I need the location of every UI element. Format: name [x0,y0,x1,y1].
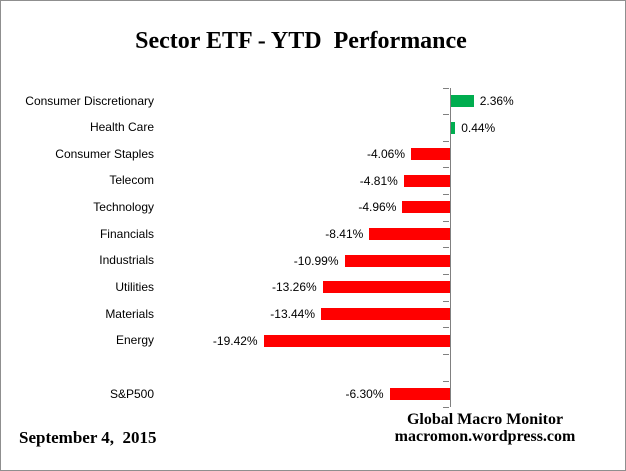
category-label: Consumer Discretionary [25,93,154,108]
value-label: -10.99% [293,253,339,268]
value-label: -13.26% [272,280,317,295]
value-label: -4.96% [358,200,397,215]
bar [451,121,456,134]
category-label: Telecom [109,173,154,188]
source-url: macromon.wordpress.com [394,428,576,445]
category-label: Utilities [115,280,154,294]
bar [344,254,450,267]
tick-mark [443,194,449,196]
category-label: Health Care [89,120,154,135]
value-label: -8.41% [325,227,364,242]
category-label: Consumer Staples [55,146,154,161]
footer-date: September 4, 2015 [19,428,157,447]
bar [322,281,450,294]
tick-mark [443,354,449,355]
tick-mark [443,380,449,382]
source-block: Global Macro Monitor macromon.wordpress.… [373,411,597,445]
category-label: Technology [93,200,154,215]
tick-mark [443,247,449,249]
bar [403,174,450,187]
tick-mark [443,407,449,409]
tick-mark [443,274,449,275]
category-label: Industrials [99,253,154,268]
tick-mark [443,300,449,302]
source-name: Global Macro Monitor [406,411,564,428]
bar [402,201,450,214]
axis-line [450,87,451,408]
tick-mark [443,167,449,169]
tick-mark [443,220,449,222]
category-label: Energy [115,333,154,348]
bar [263,334,450,347]
value-label: 2.36% [479,93,514,108]
bar [411,148,450,161]
tick-mark [443,140,449,142]
tick-mark [443,87,449,89]
tick-mark [443,327,449,329]
value-label: -19.42% [212,333,258,348]
bar [389,388,450,400]
bar [321,308,450,320]
category-label: Financials [99,226,154,241]
tick-mark [443,114,449,116]
bar [369,228,450,241]
chart-title: Sector ETF - YTD Performance [135,28,467,54]
value-label: -6.30% [345,387,384,401]
category-label: S&P500 [109,386,154,401]
bar [451,94,474,107]
value-label: -13.44% [270,307,315,321]
value-label: 0.44% [461,120,496,135]
category-label: Materials [105,306,154,321]
value-label: -4.06% [366,147,405,162]
value-label: -4.81% [359,173,398,188]
